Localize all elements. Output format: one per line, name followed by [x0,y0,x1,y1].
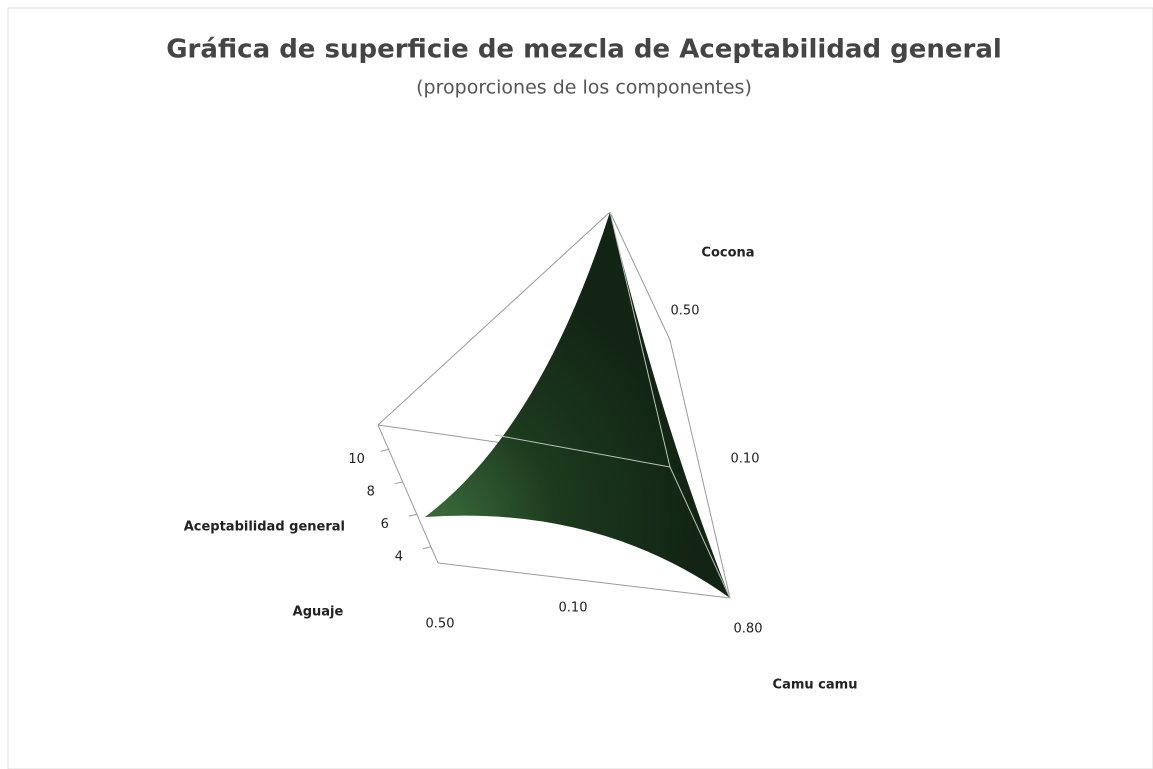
chart-subtitle: (proporciones de los componentes) [416,77,752,99]
component-label: Cocona [701,246,754,261]
z-tick-label: 10 [348,452,365,467]
z-tick [422,546,432,550]
component-tick-label: 0.80 [734,622,763,637]
z-tick-label: 8 [367,484,375,499]
component-label: Camu camu [773,678,858,693]
component-label: Aguaje [293,605,344,620]
frame [7,7,1153,769]
component-tick-label: 0.10 [559,601,588,616]
z-tick [394,481,403,485]
component-tick-label: 0.10 [731,452,760,467]
component-tick-label: 0.50 [671,304,700,319]
z-tick-label: 6 [381,517,389,532]
z-tick [380,448,389,452]
front-lines [494,211,731,599]
chart-title: Gráfica de superficie de mezcla de Acept… [166,35,1002,65]
z-tick-label: 4 [395,549,403,564]
surface [425,212,730,598]
z-tick [408,513,417,517]
component-tick-label: 0.50 [426,617,455,632]
z-axis-label: Aceptabilidad general [184,520,345,535]
